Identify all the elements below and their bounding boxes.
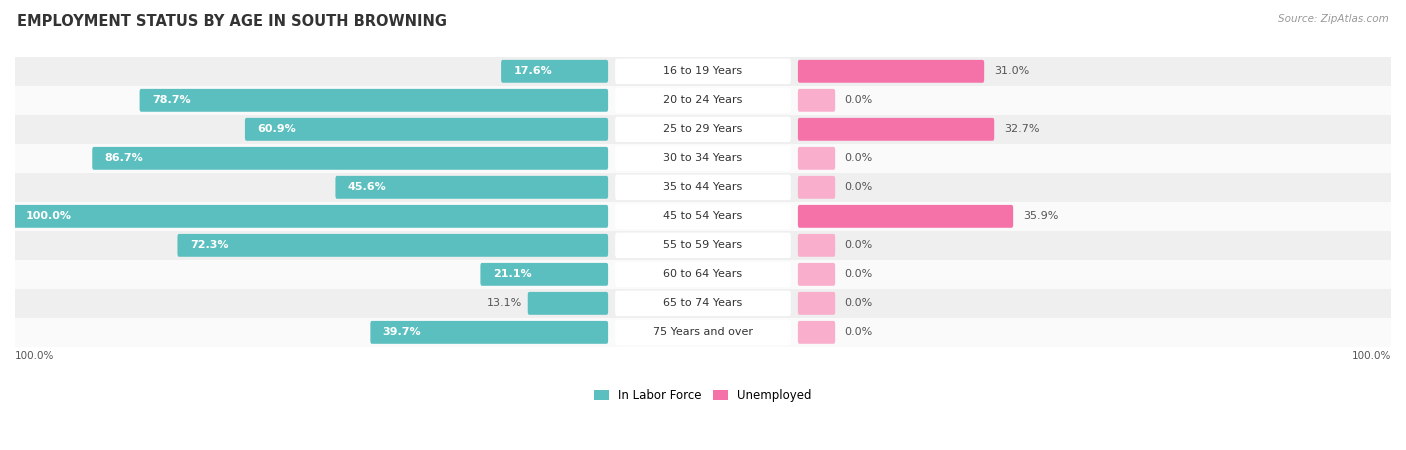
FancyBboxPatch shape xyxy=(15,173,1391,202)
Text: 100.0%: 100.0% xyxy=(15,351,55,361)
Text: 0.0%: 0.0% xyxy=(845,153,873,163)
FancyBboxPatch shape xyxy=(797,321,835,344)
FancyBboxPatch shape xyxy=(797,118,994,141)
FancyBboxPatch shape xyxy=(245,118,609,141)
FancyBboxPatch shape xyxy=(527,292,609,315)
Text: EMPLOYMENT STATUS BY AGE IN SOUTH BROWNING: EMPLOYMENT STATUS BY AGE IN SOUTH BROWNI… xyxy=(17,14,447,28)
Legend: In Labor Force, Unemployed: In Labor Force, Unemployed xyxy=(595,389,811,402)
FancyBboxPatch shape xyxy=(501,60,609,83)
Text: 25 to 29 Years: 25 to 29 Years xyxy=(664,124,742,134)
FancyBboxPatch shape xyxy=(797,89,835,112)
FancyBboxPatch shape xyxy=(336,176,609,199)
FancyBboxPatch shape xyxy=(616,175,790,200)
FancyBboxPatch shape xyxy=(616,146,790,171)
FancyBboxPatch shape xyxy=(177,234,609,257)
FancyBboxPatch shape xyxy=(15,231,1391,260)
FancyBboxPatch shape xyxy=(15,260,1391,289)
FancyBboxPatch shape xyxy=(616,58,790,84)
Text: 0.0%: 0.0% xyxy=(845,298,873,308)
Text: 86.7%: 86.7% xyxy=(104,153,143,163)
Text: 75 Years and over: 75 Years and over xyxy=(652,327,754,338)
Text: 60 to 64 Years: 60 to 64 Years xyxy=(664,270,742,279)
FancyBboxPatch shape xyxy=(616,203,790,229)
FancyBboxPatch shape xyxy=(481,263,609,286)
FancyBboxPatch shape xyxy=(15,86,1391,115)
Text: 0.0%: 0.0% xyxy=(845,327,873,338)
Text: Source: ZipAtlas.com: Source: ZipAtlas.com xyxy=(1278,14,1389,23)
Text: 100.0%: 100.0% xyxy=(1351,351,1391,361)
Text: 21.1%: 21.1% xyxy=(494,270,531,279)
Text: 65 to 74 Years: 65 to 74 Years xyxy=(664,298,742,308)
FancyBboxPatch shape xyxy=(797,234,835,257)
Text: 35.9%: 35.9% xyxy=(1022,212,1059,221)
Text: 35 to 44 Years: 35 to 44 Years xyxy=(664,182,742,192)
Text: 78.7%: 78.7% xyxy=(152,95,191,105)
Text: 13.1%: 13.1% xyxy=(486,298,522,308)
FancyBboxPatch shape xyxy=(93,147,609,170)
FancyBboxPatch shape xyxy=(616,320,790,345)
FancyBboxPatch shape xyxy=(797,60,984,83)
FancyBboxPatch shape xyxy=(616,291,790,316)
Text: 0.0%: 0.0% xyxy=(845,270,873,279)
Text: 31.0%: 31.0% xyxy=(994,66,1029,76)
Text: 0.0%: 0.0% xyxy=(845,182,873,192)
FancyBboxPatch shape xyxy=(139,89,609,112)
Text: 16 to 19 Years: 16 to 19 Years xyxy=(664,66,742,76)
Text: 17.6%: 17.6% xyxy=(513,66,553,76)
FancyBboxPatch shape xyxy=(15,318,1391,347)
FancyBboxPatch shape xyxy=(370,321,609,344)
Text: 100.0%: 100.0% xyxy=(25,212,72,221)
FancyBboxPatch shape xyxy=(15,115,1391,144)
FancyBboxPatch shape xyxy=(616,88,790,113)
FancyBboxPatch shape xyxy=(616,117,790,142)
FancyBboxPatch shape xyxy=(797,147,835,170)
Text: 32.7%: 32.7% xyxy=(1004,124,1039,134)
Text: 0.0%: 0.0% xyxy=(845,240,873,250)
FancyBboxPatch shape xyxy=(797,205,1014,228)
FancyBboxPatch shape xyxy=(616,261,790,287)
Text: 39.7%: 39.7% xyxy=(382,327,422,338)
FancyBboxPatch shape xyxy=(797,263,835,286)
FancyBboxPatch shape xyxy=(15,289,1391,318)
Text: 30 to 34 Years: 30 to 34 Years xyxy=(664,153,742,163)
Text: 45.6%: 45.6% xyxy=(347,182,387,192)
FancyBboxPatch shape xyxy=(616,233,790,258)
Text: 20 to 24 Years: 20 to 24 Years xyxy=(664,95,742,105)
FancyBboxPatch shape xyxy=(797,176,835,199)
Text: 0.0%: 0.0% xyxy=(845,95,873,105)
FancyBboxPatch shape xyxy=(797,292,835,315)
FancyBboxPatch shape xyxy=(15,144,1391,173)
Text: 45 to 54 Years: 45 to 54 Years xyxy=(664,212,742,221)
FancyBboxPatch shape xyxy=(14,205,609,228)
Text: 55 to 59 Years: 55 to 59 Years xyxy=(664,240,742,250)
Text: 60.9%: 60.9% xyxy=(257,124,297,134)
FancyBboxPatch shape xyxy=(15,57,1391,86)
Text: 72.3%: 72.3% xyxy=(190,240,228,250)
FancyBboxPatch shape xyxy=(15,202,1391,231)
